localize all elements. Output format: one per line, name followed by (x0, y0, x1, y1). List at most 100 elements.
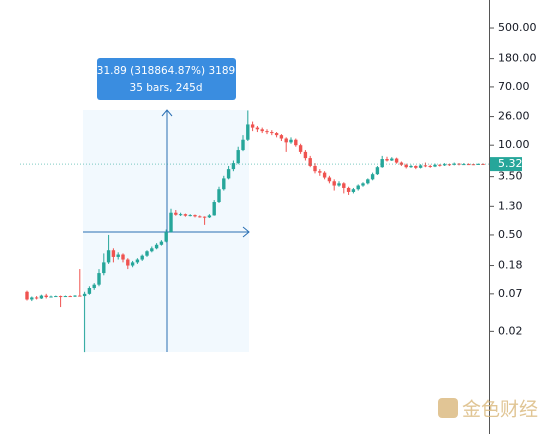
candle-body (337, 183, 341, 186)
candle-body (250, 124, 255, 128)
candle-body (97, 273, 101, 285)
candle-body (404, 164, 408, 168)
candle-body (25, 291, 29, 300)
candle-body (183, 214, 188, 216)
candle-body (442, 164, 447, 166)
candle-body (414, 165, 418, 168)
candle-body (385, 159, 389, 161)
candle-body (30, 297, 34, 300)
candle-body (380, 159, 384, 168)
candle-body (49, 296, 53, 298)
candle-body (370, 174, 375, 180)
measure-tooltip (97, 58, 236, 100)
y-tick-label: 70.00 (498, 80, 530, 93)
last-price-label: 5.32 (498, 157, 523, 170)
candle-body (212, 202, 216, 216)
candle-body (366, 179, 370, 184)
candle-body (462, 164, 466, 166)
candle-body (231, 163, 236, 170)
candle-body (394, 158, 399, 163)
candle-body (106, 250, 111, 263)
candle-body (102, 262, 106, 274)
candle-body (356, 185, 360, 190)
candle-body (116, 254, 120, 257)
candle-body (68, 296, 72, 298)
candle-body (327, 177, 332, 182)
candle-body (279, 135, 284, 139)
candle-body (63, 296, 68, 298)
candle-body (169, 212, 173, 233)
arrow-head (242, 226, 250, 238)
candle-body (260, 129, 264, 132)
candle-body (226, 169, 231, 179)
candle-body (121, 254, 125, 260)
candle-body (150, 248, 154, 252)
candle-body (447, 164, 452, 166)
candle-body (466, 164, 471, 166)
candle-body (471, 164, 476, 166)
candle-body (452, 163, 456, 165)
candle-body (274, 133, 279, 136)
candle-body (270, 132, 274, 134)
candle-body (92, 284, 96, 289)
candle-body (140, 255, 144, 260)
candle-body (217, 189, 221, 203)
candle-body (313, 165, 317, 172)
candle-body (241, 139, 245, 151)
y-tick-label: 500.00 (498, 21, 537, 34)
candle-body (78, 295, 82, 297)
candle-body (87, 288, 92, 294)
candle-body (198, 216, 202, 218)
y-tick-label: 0.50 (498, 228, 523, 241)
candle-body (178, 214, 183, 216)
candle-body (154, 244, 159, 249)
candle-body (207, 215, 212, 218)
measure-text: 31.89 (318864.87%) 3189 (97, 65, 235, 77)
candle-body (390, 158, 394, 161)
candle-body (130, 262, 135, 266)
candle-body (332, 181, 336, 186)
watermark-logo (438, 398, 458, 418)
y-tick-label: 180.00 (498, 52, 537, 65)
candle-body (246, 124, 250, 140)
candle-body (58, 296, 63, 298)
plot (25, 110, 485, 353)
candle-body (193, 215, 197, 217)
candle-body (135, 259, 140, 263)
candle-body (375, 167, 380, 175)
arrow-head (161, 109, 173, 117)
candle-body (294, 139, 298, 146)
candle-body (438, 164, 442, 166)
candle-body (236, 150, 240, 164)
candle-body (174, 212, 178, 215)
candle-body (318, 171, 322, 173)
candle-body (73, 295, 77, 297)
candle-body (298, 145, 303, 152)
candle-body (284, 138, 288, 143)
candle-body (351, 189, 356, 192)
candle-body (409, 165, 413, 168)
candle-body (322, 172, 327, 178)
candle-body (346, 187, 351, 192)
candle-body (188, 215, 192, 217)
candle-body (145, 251, 149, 256)
candle-body (303, 151, 308, 159)
candle-body (361, 183, 365, 186)
candle-body (159, 241, 164, 245)
y-tick-label: 0.07 (498, 287, 523, 300)
candle-body (433, 164, 437, 167)
y-tick-label: 26.00 (498, 110, 530, 123)
watermark: 金色财经 (462, 399, 538, 421)
candle-body (164, 232, 168, 242)
candle-body (82, 293, 87, 297)
candle-body (202, 216, 207, 218)
y-tick-label: 0.18 (498, 259, 523, 272)
candle-body (265, 131, 269, 133)
candle-body (289, 139, 293, 143)
candle-body (34, 297, 39, 299)
y-tick-label: 0.02 (498, 324, 523, 337)
last-price-box (490, 157, 522, 172)
candle-body (126, 259, 130, 266)
candle-body (222, 178, 226, 190)
